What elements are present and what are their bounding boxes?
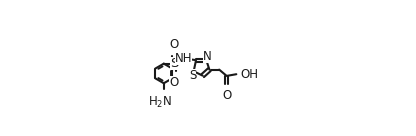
Text: S: S (189, 69, 196, 82)
Text: H$_2$N: H$_2$N (149, 95, 173, 110)
Text: NH: NH (175, 52, 192, 65)
Text: OH: OH (240, 68, 258, 81)
Text: O: O (222, 89, 231, 102)
Text: N: N (203, 50, 212, 63)
Text: O: O (169, 76, 179, 89)
Text: O: O (169, 38, 179, 51)
Text: S: S (170, 57, 178, 70)
